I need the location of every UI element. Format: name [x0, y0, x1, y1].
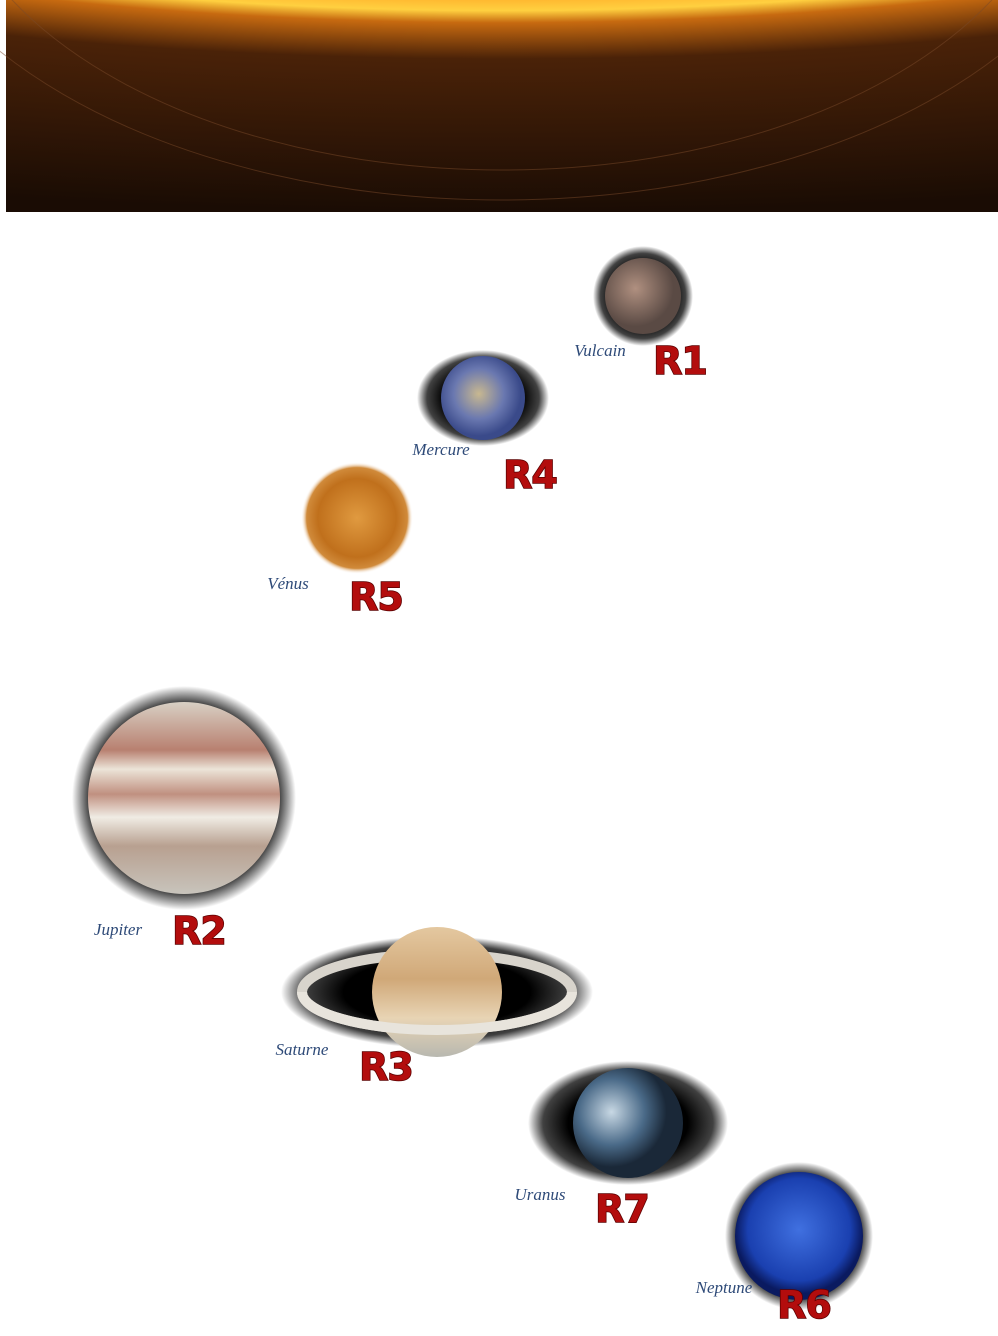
planet-body: [605, 258, 681, 334]
planet-rank: R2: [172, 909, 226, 953]
planet-name: Uranus: [514, 1185, 565, 1204]
planet-body: [441, 356, 525, 440]
page: Vulcain R1 Mercure R4 Vénus R5 Jupiter R2 Saturn…: [0, 0, 998, 1336]
planet-name: Vénus: [267, 574, 309, 593]
planet-body: [735, 1172, 863, 1300]
planet-name: Mercure: [411, 440, 470, 459]
planet-name: Jupiter: [94, 920, 143, 939]
planet-name: Neptune: [695, 1278, 753, 1297]
planet-rank: R4: [503, 453, 557, 497]
planet-body: [88, 702, 280, 894]
planet-body: [372, 927, 502, 1057]
planet: Vénus R5: [267, 462, 413, 619]
planet: Saturne R3: [276, 927, 593, 1089]
planet-rank: R5: [349, 575, 403, 619]
planet-list: Vulcain R1 Mercure R4 Vénus R5 Jupiter R2 Saturn…: [72, 246, 873, 1327]
canvas: Vulcain R1 Mercure R4 Vénus R5 Jupiter R2 Saturn…: [0, 0, 998, 1336]
planet-rank: R1: [653, 339, 707, 383]
planet: Uranus R7: [514, 1061, 728, 1231]
planet: Jupiter R2: [72, 686, 296, 953]
planet-name: Saturne: [276, 1040, 329, 1059]
planet-name: Vulcain: [574, 341, 626, 360]
planet-body: [573, 1068, 683, 1178]
planet-rank: R7: [595, 1187, 649, 1231]
sun-banner: [6, 0, 998, 212]
planet: Mercure R4: [411, 350, 556, 497]
planet-rank: R3: [359, 1045, 413, 1089]
planet: Neptune R6: [695, 1162, 873, 1327]
planet-body: [301, 462, 413, 574]
planet-rank: R6: [777, 1283, 831, 1327]
planet: Vulcain R1: [574, 246, 707, 383]
